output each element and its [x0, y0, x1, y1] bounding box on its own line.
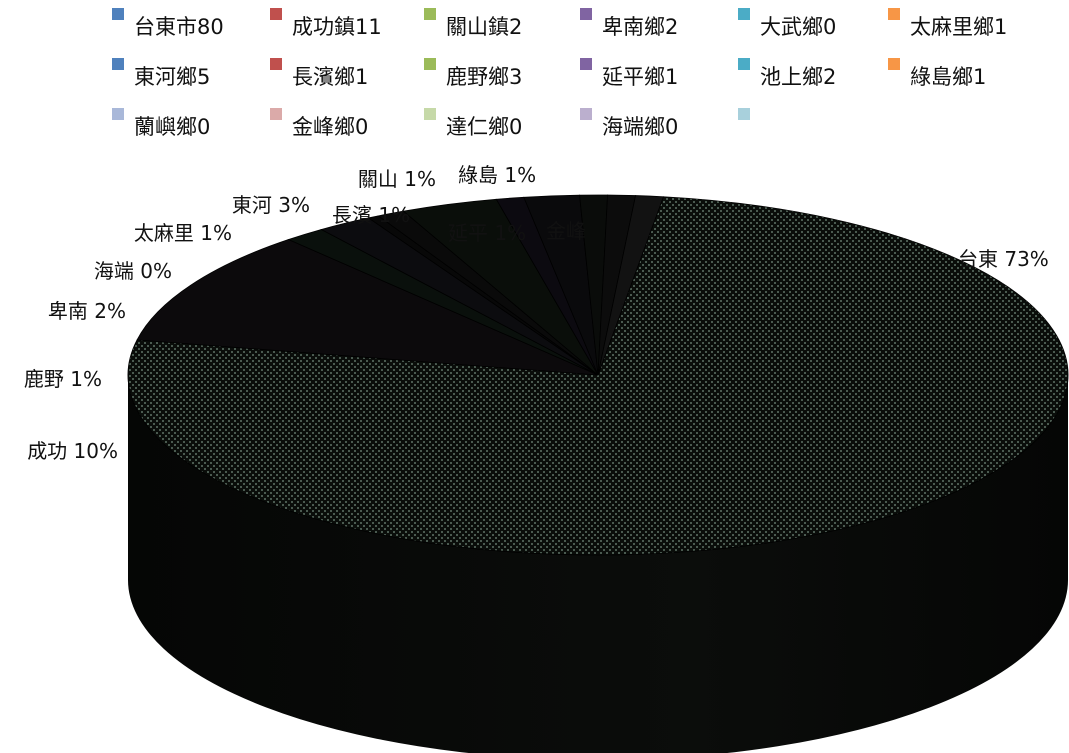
legend-label: 成功鎮11 — [292, 15, 382, 39]
legend-label: 太麻里鄉1 — [910, 15, 1008, 39]
pie-slice-label: 關山 1% — [358, 167, 436, 191]
legend-swatch — [580, 58, 592, 70]
legend-label: 長濱鄉1 — [292, 65, 369, 89]
legend-swatch — [424, 58, 436, 70]
legend-swatch — [112, 8, 124, 20]
legend-label: 池上鄉2 — [760, 65, 837, 89]
pie-slice-label: 綠島 1% — [458, 163, 536, 187]
legend-swatch — [270, 58, 282, 70]
legend-swatch — [738, 58, 750, 70]
pie-side-wall — [128, 375, 1068, 753]
pie-labels: 台東 73% 成功 10% 鹿野 1% 卑南 2% 海端 0% 太麻里 1%東河 3% 長濱… — [24, 163, 1049, 463]
legend-swatch — [580, 8, 592, 20]
pie-slice-2 — [136, 239, 599, 376]
pie-slice-1 — [127, 196, 1069, 556]
legend-swatch — [424, 108, 436, 120]
legend-label: 金峰鄉0 — [292, 115, 369, 139]
pie-slice-label: 鹿野 1% — [24, 367, 102, 391]
legend-label: 鹿野鄉3 — [446, 65, 523, 89]
legend-label: 綠島鄉1 — [910, 65, 987, 89]
legend-swatch — [112, 58, 124, 70]
legend-swatch — [580, 108, 592, 120]
legend-label: 延平鄉1 — [602, 65, 679, 89]
pie-slice-label: 成功 10% — [27, 439, 118, 463]
legend-label: 大武鄉0 — [760, 15, 837, 39]
pie-slice-label: 金峰 — [546, 219, 586, 243]
pie-slice-label: 卑南 2% — [48, 299, 126, 323]
pie-slice-label: 東河 3% — [232, 193, 310, 217]
legend-label: 東河鄉5 — [134, 65, 211, 89]
pie-slice-label: 長濱 1% — [332, 203, 410, 227]
legend-swatch — [738, 108, 750, 120]
pie-slice-label: 海端 0% — [94, 259, 172, 283]
pie-slice-label: 太麻里 1% — [134, 221, 232, 245]
legend-swatch — [112, 108, 124, 120]
legend-swatch — [270, 8, 282, 20]
pie-slice-label: 台東 73% — [958, 247, 1049, 271]
pie-slices — [127, 194, 1069, 556]
pie-side-face — [128, 375, 1068, 753]
legend-label: 海端鄉0 — [602, 115, 679, 139]
legend-label: 蘭嶼鄉0 — [134, 115, 211, 139]
legend-swatch — [888, 58, 900, 70]
pie-slice-label: 延平 1% — [448, 221, 526, 245]
legend-label: 卑南鄉2 — [602, 15, 679, 39]
chart-legend: 台東市80 成功鎮11 關山鎮2 卑南鄉2 大武鄉0 太麻里鄉1 東河鄉5 長濱鄉1 鹿野鄉3 延… — [0, 0, 1069, 150]
legend-swatch — [738, 8, 750, 20]
legend-swatch — [888, 8, 900, 20]
legend-label: 台東市80 — [134, 15, 224, 39]
pie-slice-12 — [597, 195, 664, 376]
legend-swatch — [424, 8, 436, 20]
legend-swatch — [270, 108, 282, 120]
legend-label: 達仁鄉0 — [446, 115, 523, 139]
legend-label: 關山鎮2 — [446, 15, 523, 39]
